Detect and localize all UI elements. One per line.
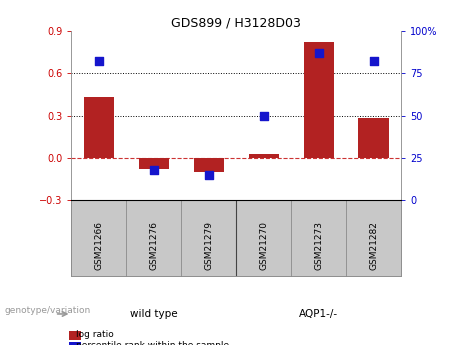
Point: [260, 113, 267, 118]
Text: log ratio: log ratio: [76, 330, 114, 339]
Point: [205, 172, 213, 177]
Bar: [359, 118, 389, 158]
Bar: [346, 200, 401, 276]
Point: [370, 59, 377, 64]
Bar: [194, 158, 224, 172]
Bar: [303, 42, 334, 158]
Bar: [71, 200, 126, 276]
Text: AQP1-/-: AQP1-/-: [299, 309, 338, 319]
Text: GSM21279: GSM21279: [204, 221, 213, 270]
Point: [315, 50, 322, 56]
Point: [95, 59, 103, 64]
Text: GSM21276: GSM21276: [149, 221, 159, 270]
Bar: [291, 200, 346, 276]
Bar: [248, 154, 279, 158]
Text: GSM21273: GSM21273: [314, 221, 323, 270]
Text: GSM21270: GSM21270: [259, 221, 268, 270]
Bar: [126, 200, 181, 276]
Title: GDS899 / H3128D03: GDS899 / H3128D03: [171, 17, 301, 30]
Bar: [84, 97, 114, 158]
Bar: [236, 200, 291, 276]
Text: GSM21282: GSM21282: [369, 221, 378, 270]
Text: genotype/variation: genotype/variation: [5, 306, 91, 315]
Bar: [139, 158, 169, 169]
Text: wild type: wild type: [130, 309, 177, 319]
Point: [150, 167, 158, 172]
Bar: [181, 200, 236, 276]
Text: percentile rank within the sample: percentile rank within the sample: [76, 341, 229, 345]
Text: GSM21266: GSM21266: [95, 221, 103, 270]
